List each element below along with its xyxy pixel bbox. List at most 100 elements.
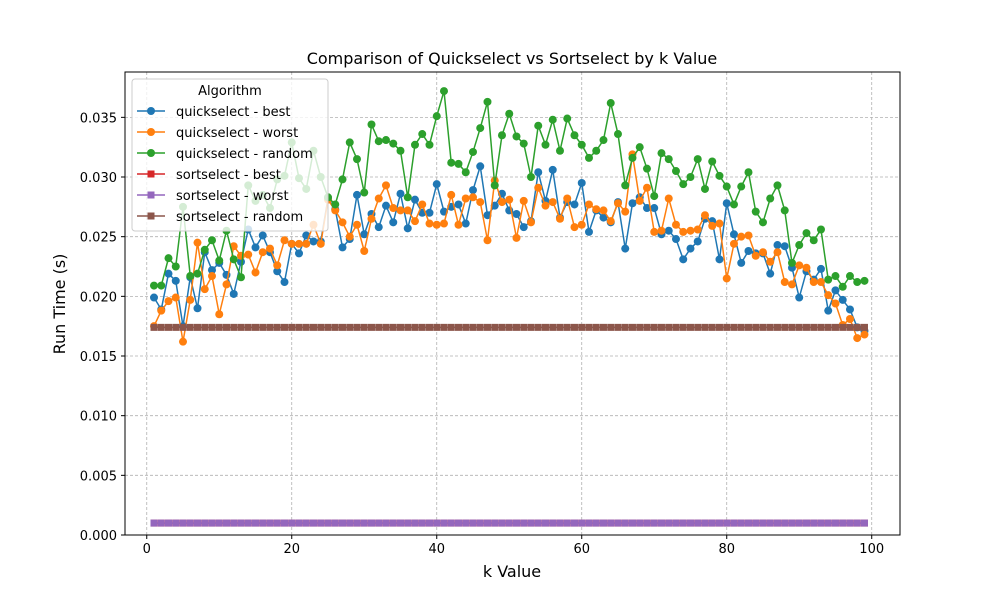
data-point bbox=[295, 519, 303, 527]
data-point bbox=[483, 211, 492, 220]
data-point bbox=[824, 275, 833, 284]
data-point bbox=[694, 519, 702, 527]
data-point bbox=[410, 140, 419, 149]
data-point bbox=[585, 519, 593, 527]
data-point bbox=[425, 519, 433, 527]
data-point bbox=[541, 140, 550, 149]
data-point bbox=[230, 519, 238, 527]
data-point bbox=[367, 120, 376, 129]
data-point bbox=[410, 195, 419, 204]
data-point bbox=[701, 323, 709, 331]
data-point bbox=[476, 519, 484, 527]
data-point bbox=[671, 220, 680, 229]
data-point bbox=[259, 519, 267, 527]
data-point bbox=[491, 519, 499, 527]
data-point bbox=[382, 323, 390, 331]
data-point bbox=[273, 267, 282, 276]
y-tick-label: 0.030 bbox=[80, 171, 117, 186]
data-point bbox=[650, 519, 658, 527]
data-point bbox=[534, 121, 543, 130]
legend-label: sortselect - best bbox=[176, 168, 281, 183]
x-tick-label: 40 bbox=[428, 542, 445, 557]
data-point bbox=[251, 323, 259, 331]
legend-label: quickselect - best bbox=[176, 105, 290, 120]
data-point bbox=[860, 519, 868, 527]
data-point bbox=[222, 280, 231, 289]
legend-label: quickselect - random bbox=[176, 147, 313, 162]
data-point bbox=[737, 323, 745, 331]
data-point bbox=[672, 323, 680, 331]
data-point bbox=[816, 225, 825, 234]
data-point bbox=[150, 323, 158, 331]
data-point bbox=[164, 519, 172, 527]
data-point bbox=[266, 519, 274, 527]
data-point bbox=[693, 237, 702, 246]
data-point bbox=[186, 272, 195, 281]
data-point bbox=[621, 181, 630, 190]
data-point bbox=[468, 186, 477, 195]
data-point bbox=[599, 206, 608, 215]
data-point bbox=[411, 323, 419, 331]
data-point bbox=[802, 323, 810, 331]
series-sortselect-random bbox=[150, 323, 868, 331]
legend-items: quickselect - best quickselect - worst qui… bbox=[137, 105, 313, 225]
data-point bbox=[222, 519, 230, 527]
data-point bbox=[613, 130, 622, 139]
data-point bbox=[367, 519, 375, 527]
data-point bbox=[744, 323, 752, 331]
data-point bbox=[432, 220, 441, 229]
data-point bbox=[860, 330, 869, 339]
data-point bbox=[570, 519, 578, 527]
data-point bbox=[642, 183, 651, 192]
data-point bbox=[729, 239, 738, 248]
data-point bbox=[345, 138, 354, 147]
data-point bbox=[737, 258, 746, 267]
data-point bbox=[758, 218, 767, 227]
data-point bbox=[244, 250, 253, 259]
data-point bbox=[418, 130, 427, 139]
data-point bbox=[280, 323, 288, 331]
data-point bbox=[490, 181, 499, 190]
data-point bbox=[469, 519, 477, 527]
data-point bbox=[244, 519, 252, 527]
data-point bbox=[606, 217, 615, 226]
data-point bbox=[723, 323, 731, 331]
data-point bbox=[520, 323, 528, 331]
data-point bbox=[527, 519, 535, 527]
data-point bbox=[657, 323, 665, 331]
data-point bbox=[628, 199, 637, 208]
data-point bbox=[563, 519, 571, 527]
data-point bbox=[541, 323, 549, 331]
data-point bbox=[737, 232, 746, 241]
legend-marker bbox=[147, 170, 155, 178]
data-point bbox=[831, 272, 840, 281]
data-point bbox=[817, 519, 825, 527]
data-point bbox=[809, 278, 818, 287]
legend-marker bbox=[147, 191, 155, 199]
data-point bbox=[607, 323, 615, 331]
data-point bbox=[766, 323, 774, 331]
data-point bbox=[860, 276, 869, 285]
data-point bbox=[425, 323, 433, 331]
data-point bbox=[816, 264, 825, 273]
data-point bbox=[621, 519, 629, 527]
data-point bbox=[795, 261, 804, 270]
data-point bbox=[729, 200, 738, 209]
data-point bbox=[802, 229, 811, 238]
legend-entry: quickselect - random bbox=[137, 147, 313, 162]
data-point bbox=[483, 519, 491, 527]
data-point bbox=[556, 323, 564, 331]
data-point bbox=[316, 239, 325, 248]
data-point bbox=[454, 323, 462, 331]
data-point bbox=[331, 200, 340, 209]
data-point bbox=[324, 323, 332, 331]
data-point bbox=[708, 519, 716, 527]
data-point bbox=[440, 519, 448, 527]
legend-label: sortselect - random bbox=[176, 210, 303, 225]
data-point bbox=[309, 323, 317, 331]
data-point bbox=[846, 323, 854, 331]
data-point bbox=[396, 323, 404, 331]
data-point bbox=[512, 210, 521, 219]
data-point bbox=[548, 198, 557, 207]
data-point bbox=[280, 278, 289, 287]
